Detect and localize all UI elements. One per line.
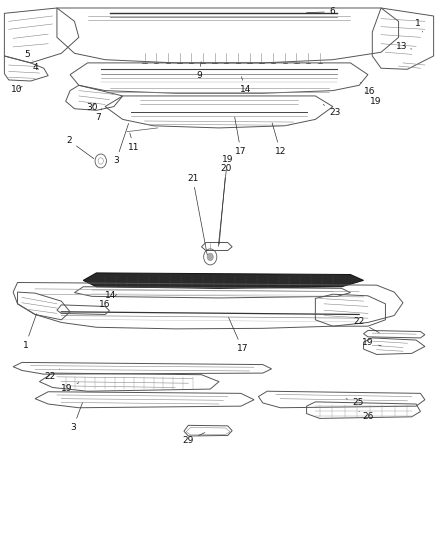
Text: 11: 11 [128,133,140,151]
Text: 21: 21 [187,174,207,255]
Text: 12: 12 [272,123,286,156]
Text: 22: 22 [353,318,379,333]
Text: 9: 9 [196,62,202,80]
Text: 4: 4 [32,63,39,71]
Text: 16: 16 [99,295,117,309]
Text: 22: 22 [44,369,60,381]
Text: 14: 14 [240,77,251,94]
Text: 1: 1 [22,314,36,350]
Polygon shape [83,273,364,288]
Text: 1: 1 [415,20,423,32]
Text: 30: 30 [86,103,98,112]
Text: 16: 16 [360,83,376,96]
Text: 14: 14 [105,283,124,300]
Text: 20: 20 [219,164,232,244]
Text: 13: 13 [396,43,412,51]
Text: 2: 2 [67,136,94,159]
Text: 19: 19 [362,338,381,346]
Text: 5: 5 [24,50,33,61]
Text: 25: 25 [346,399,364,407]
Text: 19: 19 [61,383,79,392]
Text: 3: 3 [113,124,128,165]
Text: 10: 10 [11,85,22,94]
Text: 19: 19 [218,156,233,246]
Text: 29: 29 [183,433,205,445]
Text: 17: 17 [229,318,248,353]
Text: 7: 7 [95,109,102,122]
Text: 17: 17 [235,117,247,156]
Circle shape [207,253,213,261]
Text: 23: 23 [323,104,340,117]
Text: 26: 26 [359,411,374,421]
Text: 3: 3 [70,403,82,432]
Text: 6: 6 [307,7,335,16]
Text: 19: 19 [365,92,381,106]
